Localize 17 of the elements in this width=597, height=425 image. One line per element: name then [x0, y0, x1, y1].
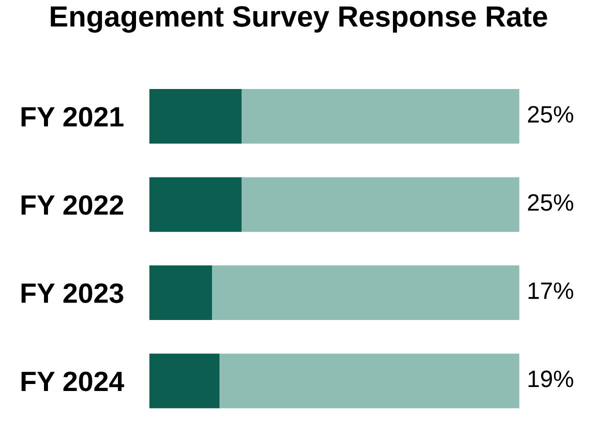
- bar: [242, 89, 520, 144]
- bar: [212, 265, 520, 320]
- bar: [149, 89, 242, 144]
- y-tick-label: FY 2023: [22, 283, 124, 304]
- data-label: 17%: [528, 282, 574, 299]
- bar: [149, 265, 212, 320]
- bar: [149, 354, 220, 408]
- bar: [220, 354, 520, 408]
- bar: [149, 177, 242, 232]
- data-label: 19%: [528, 370, 574, 388]
- data-label: 25%: [528, 106, 574, 123]
- y-tick-label: FY 2021: [22, 107, 124, 127]
- y-tick-label: FY 2022: [22, 195, 124, 215]
- bar: [242, 177, 520, 232]
- data-label: 25%: [528, 194, 574, 211]
- y-tick-label: FY 2024: [22, 372, 124, 392]
- chart-title: Engagement Survey Response Rate: [50, 6, 548, 33]
